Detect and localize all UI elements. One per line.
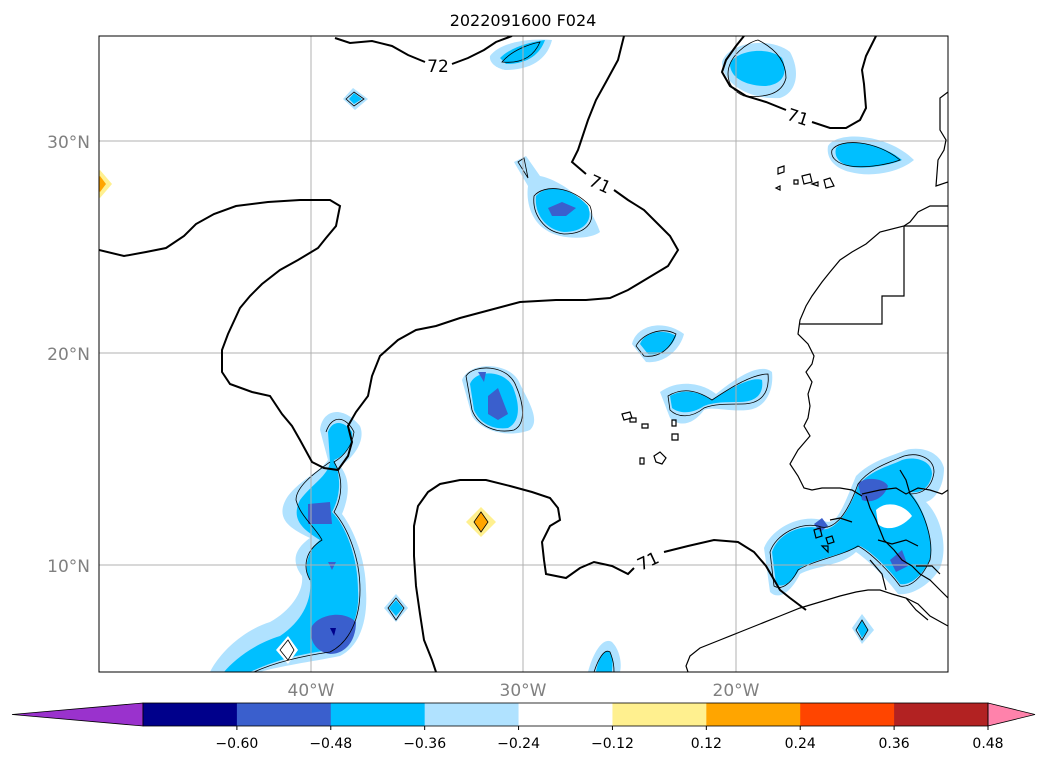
- colorbar-segment: [518, 703, 613, 726]
- thin-contour: [279, 639, 295, 661]
- colorbar-frame: [142, 702, 989, 727]
- colorbar-segment: [236, 703, 332, 726]
- colorbar-tick-label: −0.24: [497, 736, 540, 752]
- contour-71-north: [99, 36, 680, 472]
- canary-islands: [774, 165, 835, 191]
- shade-region: [389, 600, 403, 616]
- thin-contour: [533, 188, 592, 235]
- shade-region: [835, 142, 902, 168]
- colorbar-segment: [894, 703, 989, 726]
- shade-region: [876, 504, 912, 529]
- thin-contour: [473, 511, 489, 533]
- lat-label-30n: 30°N: [47, 133, 90, 153]
- lat-label-10n: 10°N: [47, 557, 90, 577]
- shade-region: [478, 372, 486, 382]
- contour-71-south: [413, 479, 807, 672]
- thin-contour: [635, 330, 677, 357]
- anomaly-shading: [99, 39, 944, 672]
- lon-label-30w: 30°W: [500, 681, 547, 701]
- thin-contour: [253, 418, 361, 672]
- lat-label-20n: 20°N: [47, 345, 90, 365]
- colorbar-tick-label: 0.24: [785, 736, 816, 752]
- shade-region: [858, 478, 888, 502]
- colorbar-tick-label: −0.48: [309, 736, 352, 752]
- west-africa-islands: [813, 527, 835, 554]
- colorbar-tick-label: −0.12: [591, 736, 634, 752]
- lon-label-20w: 20°W: [713, 681, 760, 701]
- colorbar-tick-label: −0.60: [215, 736, 258, 752]
- shade-region: [730, 50, 785, 86]
- colorbar: −0.60 −0.48 −0.36 −0.24 −0.12 0.12 0.24 0.36 0.4…: [11, 702, 1036, 752]
- longitude-labels: 40°W 30°W 20°W: [288, 681, 760, 701]
- cape-verde-islands: [621, 411, 679, 465]
- map-frame: [98, 35, 949, 673]
- height-contours: [99, 36, 877, 672]
- colorbar-extend-low: [11, 702, 144, 727]
- shade-region: [328, 562, 336, 570]
- contour-72: [334, 36, 513, 65]
- shade-region: [308, 502, 332, 524]
- contour-label: 72: [427, 57, 449, 77]
- colorbar-tick-label: 0.48: [972, 736, 1003, 752]
- colorbar-segment: [424, 703, 520, 726]
- contour-71-right: [720, 36, 877, 129]
- thin-contour: [345, 91, 365, 107]
- coastlines: [621, 91, 948, 672]
- africa-coast: [685, 91, 948, 672]
- colorbar-tick-label: −0.36: [403, 736, 446, 752]
- thin-contour: [501, 41, 541, 63]
- shade-region: [276, 636, 298, 664]
- shade-region: [224, 423, 359, 672]
- thin-contour: [593, 650, 615, 672]
- shade-region: [488, 388, 508, 420]
- thin-contour: [295, 461, 331, 581]
- thin-contour: [769, 454, 935, 588]
- thin-contour: [831, 142, 901, 168]
- colorbar-extend-high: [987, 702, 1036, 727]
- colorbar-segment: [143, 703, 238, 726]
- map-panel: 72 71 71 71: [98, 35, 949, 673]
- colorbar-segment: [612, 703, 707, 726]
- shade-region: [890, 550, 908, 572]
- land-border: [800, 225, 948, 621]
- shade-region: [548, 202, 576, 216]
- shade-region: [670, 379, 763, 413]
- shade-region: [330, 628, 336, 636]
- latitude-labels: 30°N 20°N 10°N: [47, 133, 90, 577]
- map-title: 2022091600 F024: [450, 11, 597, 30]
- colorbar-segment: [706, 703, 801, 726]
- colorbar-tick-label: 0.36: [879, 736, 910, 752]
- graticule: [99, 36, 948, 672]
- shade-region: [99, 176, 106, 192]
- thin-contour: [387, 597, 405, 621]
- lon-label-40w: 40°W: [288, 681, 335, 701]
- colorbar-segment: [330, 703, 426, 726]
- shade-region: [349, 93, 362, 104]
- colorbar-tick-label: 0.12: [691, 736, 722, 752]
- thin-contour: [667, 373, 769, 417]
- thin-contour: [855, 619, 869, 641]
- shade-region: [596, 651, 613, 672]
- colorbar-segment: [800, 703, 895, 726]
